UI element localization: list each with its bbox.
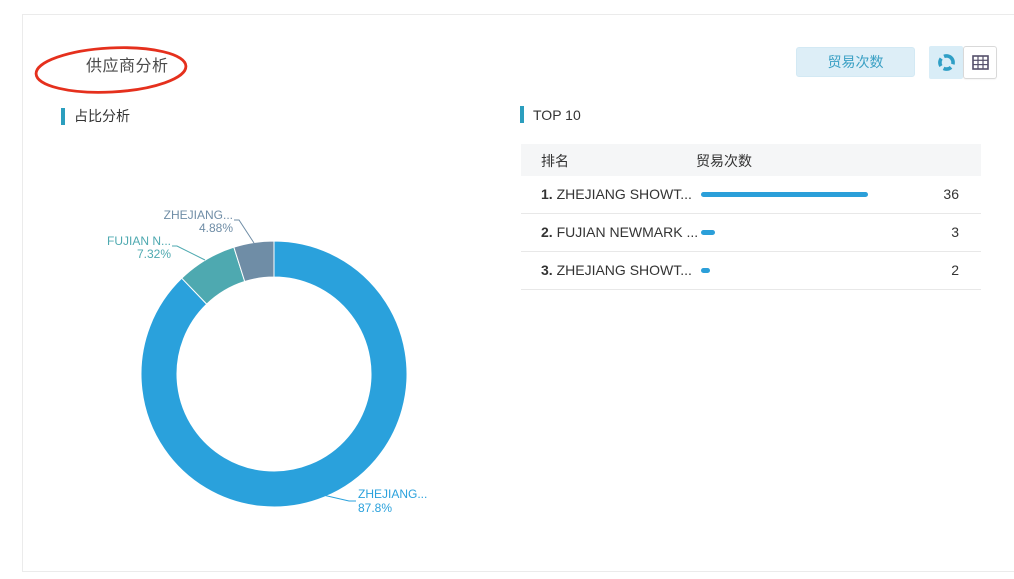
- label-line: [322, 494, 356, 502]
- top10-table: 排名 贸易次数 1. ZHEJIANG SHOWT... 36 2. FUJIAN …: [521, 144, 981, 290]
- top10-section-header: TOP 10: [520, 106, 581, 123]
- table-grid-icon: [971, 55, 989, 70]
- pie-section-title: 占比分析: [74, 108, 130, 124]
- table-header-row: 排名 贸易次数: [521, 144, 981, 176]
- table-row[interactable]: 2. FUJIAN NEWMARK ... 3: [521, 214, 981, 252]
- rank-column-header: 排名: [541, 153, 569, 169]
- supplier-analysis-panel: 供应商分析 贸易次数 占比分析 TOP 10 ZHEJIANG... 87.8% F…: [22, 14, 1014, 572]
- donut-slice-0[interactable]: [140, 240, 408, 508]
- top10-section-title: TOP 10: [533, 106, 581, 123]
- table-row[interactable]: 1. ZHEJIANG SHOWT... 36: [521, 176, 981, 214]
- donut-slice-2[interactable]: [233, 240, 275, 283]
- table-body: 1. ZHEJIANG SHOWT... 36 2. FUJIAN NEWMARK …: [521, 176, 981, 290]
- pie-section-header: 占比分析: [61, 106, 130, 126]
- row-value-bar: [701, 268, 711, 273]
- slice-percent-label: 4.88%: [199, 221, 233, 235]
- row-rank-name: 1. ZHEJIANG SHOWT...: [541, 186, 692, 202]
- slice-label: ZHEJIANG...: [164, 208, 233, 222]
- table-view-button[interactable]: [963, 46, 997, 79]
- metric-column-header: 贸易次数: [696, 153, 752, 169]
- row-value-bar: [701, 192, 868, 197]
- label-line: [172, 245, 206, 261]
- row-rank: 1.: [541, 186, 553, 202]
- row-rank: 3.: [541, 262, 553, 278]
- slice-percent-label: 7.32%: [137, 247, 171, 261]
- donut-view-button[interactable]: [929, 46, 963, 79]
- donut-chart-icon: [937, 54, 955, 71]
- row-rank: 2.: [541, 224, 553, 240]
- row-value-bar: [701, 230, 715, 235]
- metric-button[interactable]: 贸易次数: [796, 47, 915, 77]
- slice-label: FUJIAN N...: [107, 234, 171, 248]
- table-row[interactable]: 3. ZHEJIANG SHOWT... 2: [521, 252, 981, 290]
- row-rank-name: 2. FUJIAN NEWMARK ...: [541, 224, 699, 240]
- row-rank-name: 3. ZHEJIANG SHOWT...: [541, 262, 692, 278]
- donut-chart[interactable]: ZHEJIANG...87.8%FUJIAN N...7.32%ZHEJIANG…: [61, 196, 481, 541]
- slice-label: ZHEJIANG...: [358, 487, 427, 501]
- row-value: 36: [943, 186, 959, 202]
- row-value: 3: [951, 224, 959, 240]
- view-toggle: [929, 46, 997, 79]
- slice-percent-label: 87.8%: [358, 501, 392, 515]
- label-line: [234, 219, 255, 244]
- panel-title: 供应商分析: [86, 58, 169, 75]
- section-accent-bar: [61, 107, 65, 125]
- section-accent-bar: [520, 106, 524, 123]
- row-value: 2: [951, 262, 959, 278]
